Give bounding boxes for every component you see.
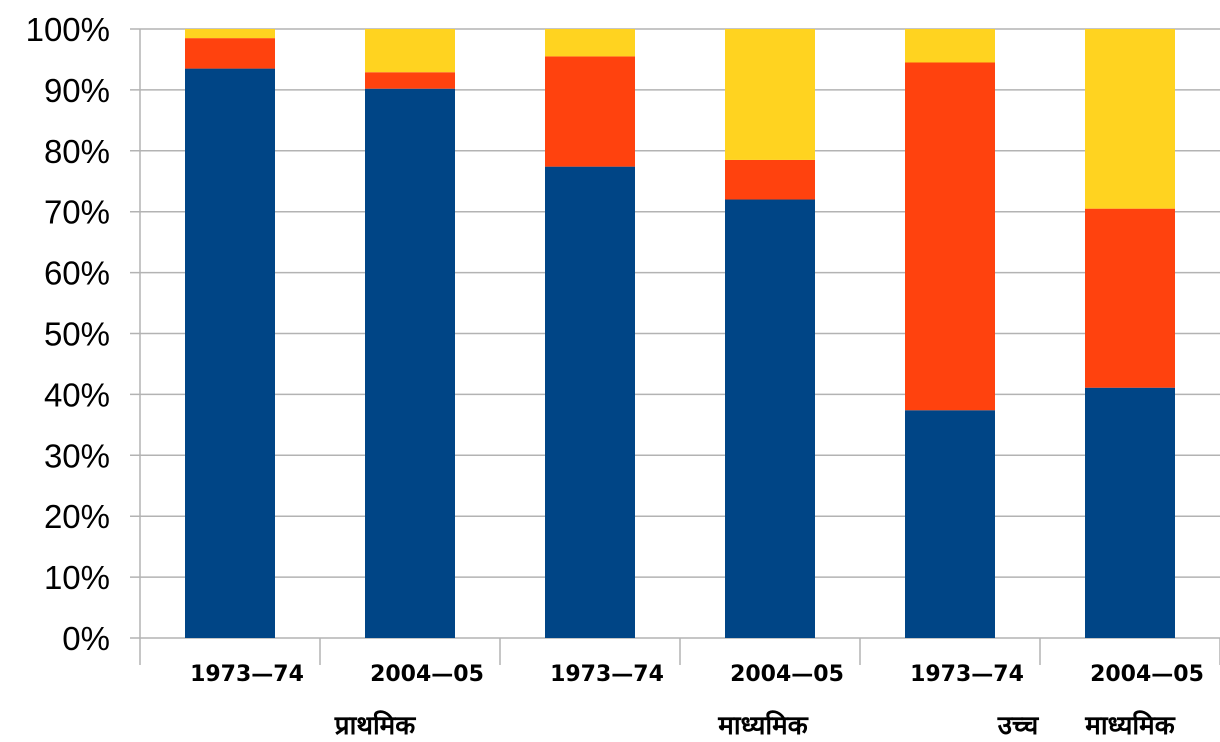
bar-segment xyxy=(1085,387,1175,638)
bar-segment xyxy=(905,410,995,638)
bar-segment xyxy=(725,29,815,160)
axes xyxy=(139,29,1220,665)
x-tick-label: 1973—74 xyxy=(910,662,1024,687)
y-tick-labels: 0% 10% 20% 30% 40% 50% 60% 70% 80% 90% 100% xyxy=(26,11,110,657)
bar-segment xyxy=(545,29,635,57)
gridlines xyxy=(130,28,1220,639)
group-label-higher: उच्च xyxy=(997,711,1040,741)
x-tick-label: 2004—05 xyxy=(730,662,844,687)
bar-segment xyxy=(1085,208,1175,388)
y-tick-label: 50% xyxy=(44,316,110,353)
group-label-primary: प्राथमिक xyxy=(334,710,416,741)
bar-segment xyxy=(725,199,815,638)
bar-segment xyxy=(365,88,455,638)
bar-segment xyxy=(905,29,995,63)
y-tick-label: 80% xyxy=(44,133,110,170)
y-tick-label: 60% xyxy=(44,255,110,292)
group-label-higher-secondary: माध्यमिक xyxy=(1084,710,1175,741)
y-tick-label: 90% xyxy=(44,72,110,109)
x-tick-labels: 1973—74 2004—05 1973—74 2004—05 1973—74 2004—… xyxy=(190,662,1204,687)
bar-segment xyxy=(365,29,455,73)
bar-segment xyxy=(185,38,275,69)
bar-segment xyxy=(185,68,275,638)
bar-segment xyxy=(185,29,275,39)
y-tick-label: 10% xyxy=(44,559,110,596)
group-label-secondary: माध्यमिक xyxy=(717,710,808,741)
y-tick-label: 0% xyxy=(62,620,110,657)
category-group-labels: प्राथमिक माध्यमिक उच्च माध्यमिक xyxy=(334,710,1176,741)
bar-segment xyxy=(545,56,635,167)
y-tick-label: 100% xyxy=(26,11,110,48)
y-tick-label: 40% xyxy=(44,376,110,413)
x-tick-label: 2004—05 xyxy=(1090,662,1204,687)
y-tick-label: 20% xyxy=(44,498,110,535)
bar-segment xyxy=(1085,29,1175,209)
x-tick-label: 2004—05 xyxy=(370,662,484,687)
x-tick-label: 1973—74 xyxy=(190,662,304,687)
bar-segment xyxy=(545,166,635,638)
bar-segment xyxy=(905,62,995,411)
x-tick-label: 1973—74 xyxy=(550,662,664,687)
bars xyxy=(185,29,1175,638)
y-tick-label: 30% xyxy=(44,437,110,474)
y-tick-label: 70% xyxy=(44,194,110,231)
bar-segment xyxy=(725,159,815,200)
bar-segment xyxy=(365,72,455,89)
